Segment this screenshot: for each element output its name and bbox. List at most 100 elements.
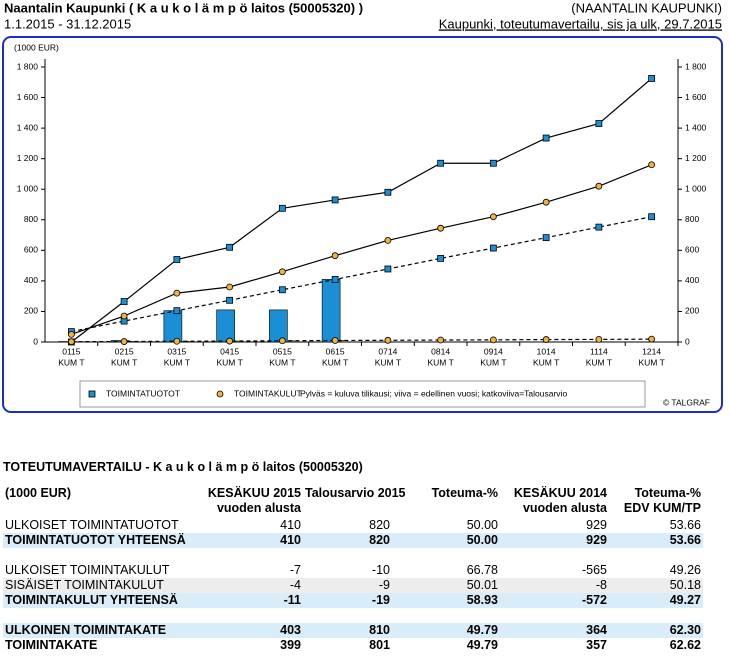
x-tick-label: 0315 (167, 346, 186, 356)
cell: -10 (371, 563, 390, 577)
point (437, 336, 445, 344)
y2-tick-label: 600 (685, 245, 699, 255)
spacer-row (3, 608, 703, 623)
x-tick-suffix: KUM T (58, 357, 84, 367)
cell: 50.01 (392, 578, 500, 593)
chart-note: Pylväs = kuluva tilikausi; viiva = edell… (300, 388, 567, 398)
chart-frame (2, 36, 723, 413)
line (71, 164, 652, 335)
cell: 49.79 (466, 638, 498, 652)
point (331, 337, 339, 344)
table-title: TOTEUTUMAVERTAILU - K a u k o l ä m p ö … (3, 460, 363, 474)
y2-tick-label: 800 (685, 214, 699, 224)
y2-tick-label: 200 (685, 306, 699, 316)
header-text: (1000 EUR) (5, 486, 71, 500)
cell: -19 (303, 593, 392, 608)
point (226, 296, 234, 304)
cell: 50.00 (392, 533, 500, 548)
table-row: TOIMINTAKATE 399 801 49.79 357 62.62 (3, 638, 703, 653)
table-row: ULKOINEN TOIMINTAKATE 403 810 49.79 364 62.30 (3, 623, 703, 638)
x-tick-label: 0115 (62, 346, 81, 356)
cell: 50.18 (609, 578, 703, 593)
point (67, 330, 75, 338)
y2-tick-label: 400 (685, 275, 699, 285)
point (542, 336, 550, 343)
x-tick-suffix: KUM T (533, 357, 559, 367)
x-tick-label: 0415 (220, 346, 239, 356)
row-label: ULKOINEN TOIMINTAKATE (3, 623, 203, 638)
point (384, 336, 392, 344)
header-text: Toteuma-% (634, 486, 701, 500)
cell: 49.27 (609, 593, 703, 608)
table-row: ULKOISET TOIMINTAKULUT -7 -10 66.78 -565 49.2… (3, 563, 703, 578)
point (226, 337, 234, 345)
point (120, 338, 128, 345)
row-label: ULKOISET TOIMINTAKULUT (5, 563, 170, 577)
x-tick-suffix: KUM T (322, 357, 348, 367)
y-tick-label: 200 (24, 306, 38, 316)
header-cell: Toteuma-% (392, 486, 500, 518)
x-tick-label: 0615 (326, 346, 345, 356)
point (384, 237, 392, 244)
header-text: Toteuma-% (431, 486, 498, 500)
x-tick-suffix: KUM T (480, 357, 506, 367)
point (331, 252, 339, 260)
table-grid: (1000 EUR) KESÄKUU 2015 vuoden alusta Talou… (3, 486, 703, 653)
bar (340, 340, 348, 343)
cell: 62.62 (669, 638, 701, 652)
cell: 410 (203, 533, 303, 548)
header-text: KESÄKUU 2014 (513, 486, 607, 500)
y-tick-label: 400 (24, 275, 38, 285)
cell: 403 (203, 623, 303, 638)
cell: 810 (303, 623, 392, 638)
x-tick-suffix: KUM T (586, 357, 612, 367)
row-label: TOIMINTATUOTOT YHTEENSÄ (3, 533, 203, 548)
point (384, 188, 392, 196)
y-tick-label: 1 600 (17, 92, 39, 102)
header-cell: Talousarvio 2015 (303, 486, 406, 518)
x-tick-label: 0515 (273, 346, 292, 356)
header-row: (1000 EUR) KESÄKUU 2015 vuoden alusta Talou… (3, 486, 703, 518)
point (331, 196, 339, 204)
cell: 399 (280, 638, 301, 652)
y-tick-label: 1 200 (17, 153, 39, 163)
bar (216, 309, 235, 343)
y2-tick-label: 1 600 (685, 92, 707, 102)
point (489, 213, 497, 221)
header-cell: Toteuma-% EDV KUM/TP (609, 486, 703, 518)
y2-tick-label: 1 000 (685, 183, 707, 193)
table-row: SISÄISET TOIMINTAKULUT -4 -9 50.01 -8 50.18 (3, 578, 703, 593)
point (384, 265, 392, 273)
legend-box (79, 380, 646, 408)
x-tick-label: 0714 (378, 346, 397, 356)
report-name: Kaupunki, toteutumavertailu, sis ja ulk,… (439, 16, 722, 31)
y-tick-label: 1 400 (17, 122, 39, 132)
legend-marker (216, 390, 224, 398)
point (67, 338, 75, 346)
point (595, 120, 603, 127)
row-label: TOIMINTAKATE (5, 638, 98, 652)
point (120, 298, 128, 305)
header-text: vuoden alusta (216, 501, 301, 515)
y2-tick-label: 0 (685, 336, 690, 346)
point (437, 159, 445, 167)
cell: -11 (203, 593, 303, 608)
x-tick-label: 0914 (484, 346, 503, 356)
header-cell: KESÄKUU 2014 vuoden alusta (500, 486, 609, 518)
cell: 364 (500, 623, 609, 638)
header-text: EDV KUM/TP (623, 501, 701, 515)
table-body: (1000 EUR) KESÄKUU 2015 vuoden alusta Talou… (3, 486, 703, 653)
row-label: ULKOISET TOIMINTATUOTOT (5, 518, 179, 532)
legend-marker (88, 390, 96, 398)
point (226, 243, 234, 251)
header-cell: KESÄKUU 2015 vuoden alusta (203, 486, 303, 518)
point (648, 75, 656, 82)
line (71, 216, 652, 333)
y2-tick-label: 1 800 (685, 61, 707, 71)
point (595, 336, 603, 343)
y-tick-label: 600 (24, 245, 38, 255)
point (173, 289, 181, 297)
x-tick-suffix: KUM T (216, 357, 242, 367)
cell: -4 (203, 578, 303, 593)
